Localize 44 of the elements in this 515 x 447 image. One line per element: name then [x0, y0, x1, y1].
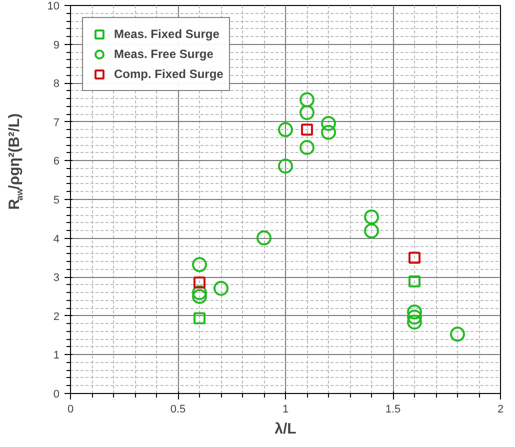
legend-label: Meas. Free Surge	[114, 47, 214, 61]
y-tick-label: 0	[53, 388, 60, 400]
point	[407, 304, 422, 320]
y-tick-label: 8	[53, 78, 60, 90]
point	[407, 314, 422, 330]
point	[192, 285, 207, 300]
legend-label: Comp. Fixed Surge	[114, 67, 224, 81]
y-tick-label: 1	[53, 350, 60, 362]
point	[300, 105, 314, 120]
point	[192, 257, 207, 272]
point	[450, 326, 465, 342]
y-axis-title: Raw/ρgη²(B²/L)	[6, 113, 24, 210]
point	[301, 124, 313, 136]
y-tick-label: 6	[53, 156, 60, 168]
point	[407, 310, 422, 325]
y-tick-label: 9	[53, 39, 60, 52]
y-tick-label: 10	[47, 0, 60, 12]
x-tick-label: 0.5	[170, 404, 186, 416]
legend-label: Meas. Fixed Surge	[114, 27, 220, 41]
point	[408, 275, 420, 288]
point	[194, 276, 206, 289]
y-tick-label: 4	[53, 233, 60, 246]
point	[300, 92, 314, 108]
point	[256, 230, 272, 246]
y-tick-label: 2	[53, 310, 60, 323]
x-tick-label: 1	[282, 404, 289, 416]
point	[300, 140, 314, 155]
point	[408, 252, 420, 264]
point	[214, 280, 228, 296]
x-tick-label: 2	[497, 404, 504, 416]
point	[278, 122, 293, 138]
x-tick-label: 0	[67, 404, 74, 416]
point	[278, 158, 293, 174]
y-tick-label: 5	[53, 194, 60, 206]
point	[321, 124, 336, 140]
x-tick-label: 1.5	[385, 404, 401, 416]
point	[192, 289, 207, 304]
point	[364, 223, 379, 238]
y-tick-label: 3	[53, 272, 60, 284]
x-axis-title: λ/L	[274, 420, 296, 438]
point	[364, 209, 379, 224]
y-tick-label: 7	[53, 116, 60, 129]
point	[194, 312, 206, 324]
point	[321, 116, 336, 131]
